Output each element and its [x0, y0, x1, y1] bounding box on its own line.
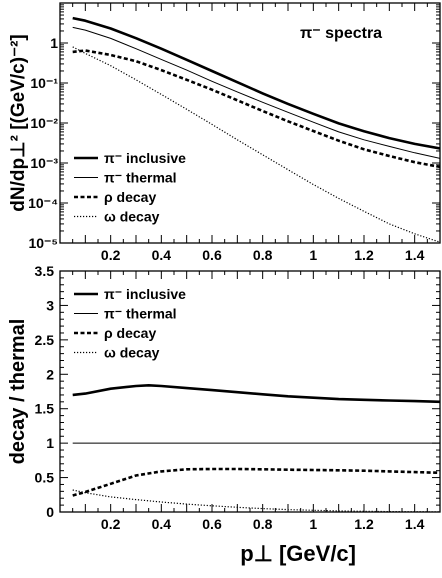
x-tick-label: 1	[309, 516, 317, 532]
y-axis-title: decay / thermal	[7, 319, 29, 465]
y-tick-label: 10⁻²	[30, 115, 58, 131]
legend-label: ρ decay	[104, 325, 156, 341]
spectra-panel: 0.2 0.4 0.6 0.8 1 1.2 1.410⁻⁵10⁻⁴10⁻³10⁻²10⁻¹1…	[8, 2, 441, 263]
x-tick-label: 0.8	[253, 516, 273, 532]
x-tick-label: 1.4	[405, 516, 425, 532]
x-tick-label: 0.8	[253, 247, 273, 263]
series-line	[72, 16, 440, 150]
y-tick-label: 3.5	[35, 263, 55, 279]
y-tick-label: 1.5	[35, 401, 55, 417]
legend-label: π⁻ thermal	[104, 170, 177, 186]
y-tick-label: 10⁻⁵	[28, 235, 58, 251]
y-tick-label: 10⁻¹	[30, 75, 58, 91]
y-tick-label: 0	[46, 504, 54, 520]
x-axis: 0.2 0.4 0.6 0.8 1 1.2 1.4	[59, 3, 441, 263]
legend-label: ω decay	[104, 345, 160, 361]
legend-label: ρ decay	[104, 189, 156, 205]
x-tick-label: 1	[309, 247, 317, 263]
annotation: π⁻ spectra	[300, 25, 382, 42]
y-axis: 10⁻⁵ 10⁻⁴ 10⁻³ 10⁻² 10⁻¹ 1	[28, 2, 440, 251]
y-tick-label: 2.5	[35, 332, 55, 348]
x-tick-label: 1.4	[405, 247, 425, 263]
y-tick-label: 2	[46, 366, 54, 382]
legend-label: π⁻ thermal	[104, 306, 177, 322]
series-line	[72, 49, 440, 169]
x-axis-title: p⊥ [GeV/c]	[240, 541, 356, 566]
series-line	[72, 489, 440, 512]
x-tick-label: 0.6	[202, 247, 222, 263]
series-group	[72, 383, 440, 512]
series-line	[72, 46, 440, 243]
series-line	[72, 383, 440, 404]
y-tick-label: 10⁻³	[30, 155, 58, 171]
ratio-panel: 0.2 0.4 0.6 0.8 1 1.2 1.4 0 0.5 1 1.5 2 2.5 3 3.5 π⁻ in…	[7, 263, 441, 566]
y-tick-label: 3	[46, 297, 54, 313]
x-tick-label: 0.4	[152, 247, 172, 263]
x-tick-label: 0.2	[101, 516, 121, 532]
x-tick-label: 0.2	[101, 247, 121, 263]
series-line	[72, 467, 440, 497]
legend-label: π⁻ inclusive	[104, 150, 186, 166]
series-line	[72, 26, 440, 159]
y-tick-label: 0.5	[35, 470, 55, 486]
y-tick-label: 1	[46, 435, 54, 451]
x-axis: 0.2 0.4 0.6 0.8 1 1.2 1.4	[59, 271, 441, 532]
legend: π⁻ inclusive π⁻ thermal ρ decay ω decay	[74, 286, 186, 361]
x-tick-label: 1.2	[354, 247, 374, 263]
y-tick-label: 1	[50, 35, 58, 51]
series-group	[72, 16, 440, 243]
legend-label: π⁻ inclusive	[104, 286, 186, 302]
legend: π⁻ inclusive π⁻ thermal ρ decay ω decay	[74, 150, 186, 225]
y-axis: 0 0.5 1 1.5 2 2.5 3 3.5	[35, 263, 440, 520]
y-tick-label: 10⁻⁴	[28, 195, 58, 211]
x-tick-label: 0.4	[152, 516, 172, 532]
y-axis-title: dN/dp⊥² [(GeV/c)⁻²]	[8, 34, 29, 212]
plot-frame	[59, 2, 441, 244]
x-tick-label: 1.2	[354, 516, 374, 532]
x-tick-label: 0.6	[202, 516, 222, 532]
legend-label: ω decay	[104, 209, 160, 225]
